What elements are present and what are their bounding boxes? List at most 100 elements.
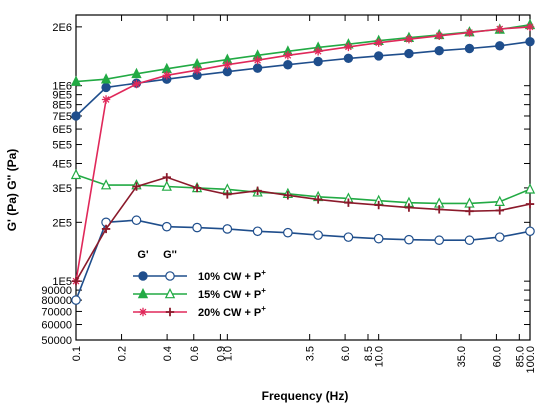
series-4-line (75, 174, 531, 205)
series-layer (70, 18, 536, 305)
series-1-marker (404, 48, 414, 59)
x-tick-label: 0.6 (189, 346, 201, 361)
series-4-marker (70, 168, 82, 180)
series-2-marker (343, 232, 354, 242)
series-6-marker (435, 205, 444, 214)
series-1-marker (373, 51, 384, 61)
series-2-marker (222, 224, 233, 234)
y-tick-label: 90000 (41, 285, 72, 297)
series-6-marker (253, 186, 262, 195)
series-4 (70, 168, 536, 208)
y-tick-label: 1E6 (52, 81, 72, 93)
legend: G' G'' 10% CW + P+ 15% CW + P+ 20% CW + P+ (133, 249, 266, 319)
series-2-marker (404, 234, 414, 245)
series-6-marker (162, 173, 171, 182)
legend-label-superscript: + (261, 286, 266, 295)
series-5-marker (132, 79, 141, 89)
series-5-marker (101, 95, 111, 104)
series-5-marker (465, 28, 474, 37)
x-tick-label: 0.4 (162, 346, 174, 361)
series-2-marker (283, 227, 293, 238)
y-tick-label: 7E5 (52, 111, 72, 123)
series-2-marker (313, 230, 323, 240)
legend-item-3-gprime-marker (138, 307, 148, 317)
series-5-marker (313, 47, 323, 56)
series-2-marker (131, 215, 142, 226)
y-tick-label: 60000 (41, 320, 72, 332)
series-1-marker (464, 43, 475, 54)
legend-item-3-gdoubleprime-marker (165, 307, 175, 317)
series-5-marker (253, 56, 262, 65)
series-1-line (75, 40, 531, 117)
legend-label-superscript: + (261, 304, 266, 313)
series-4-marker (161, 180, 172, 191)
series-4-marker (100, 179, 112, 190)
x-tick-label: 0.1 (71, 346, 83, 361)
series-5-marker (404, 34, 414, 44)
x-tick-label: 100.0 (525, 346, 537, 374)
series-3-marker (131, 67, 142, 79)
series-2-marker (192, 222, 202, 233)
series-5-marker (435, 31, 444, 41)
series-2-marker (252, 226, 263, 237)
y-tick-label: 1E5 (52, 276, 72, 288)
y-tick-label: 6E5 (52, 124, 72, 136)
series-1-marker (283, 60, 293, 70)
series-6-marker (132, 182, 141, 191)
series-6-marker (101, 224, 111, 234)
y-tick-label: 2E5 (52, 217, 72, 229)
y-tick-label: 9E5 (52, 90, 72, 102)
series-2-marker (434, 235, 445, 246)
y-tick-label: 8E5 (52, 100, 72, 112)
series-6-marker (283, 191, 293, 200)
legend-label: 10% CW + P+ (198, 268, 266, 283)
legend-item-1-gdoubleprime-marker (165, 271, 175, 281)
y-tick-label: 5E5 (52, 140, 72, 152)
series-3-marker (100, 73, 112, 84)
series-6-marker (313, 195, 323, 204)
legend-item-1-gprime-marker (138, 271, 148, 281)
series-2-marker (71, 295, 81, 305)
legend-item-2-gprime-marker (137, 287, 149, 299)
series-2 (71, 215, 535, 305)
y-tick-label: 70000 (41, 306, 72, 318)
series-5-marker (192, 66, 202, 75)
x-axis-title: Frequency (Hz) (262, 389, 349, 403)
series-1-marker (101, 82, 111, 93)
legend-header-gprime: G' (137, 249, 149, 261)
x-tick-label: 85.0 (514, 346, 526, 367)
series-4-marker (524, 183, 536, 194)
legend-label: 20% CW + P+ (198, 304, 266, 319)
legend-header-gdoubleprime: G'' (163, 249, 177, 261)
series-2-marker (373, 233, 384, 244)
y-tick-label: 50000 (41, 335, 72, 347)
series-1-marker (252, 63, 263, 73)
x-tick-label: 6.0 (340, 346, 352, 361)
axes: 0.1 0.2 0.4 0.6 0.91.0 3.5 6.0 8.510.0 35.0 60.0 8… (41, 14, 537, 374)
series-6-marker (192, 183, 202, 193)
y-tick-label: 2E6 (52, 22, 72, 34)
series-6-marker (223, 190, 232, 199)
x-tick-label: 35.0 (456, 346, 468, 367)
y-tick-label: 80000 (41, 295, 72, 307)
series-6-marker (525, 199, 535, 209)
series-5 (71, 22, 535, 286)
series-5-marker (283, 51, 293, 60)
x-tick-label: 0.2 (117, 346, 129, 361)
y-tick-label: 4E5 (52, 158, 72, 170)
series-3-marker (70, 75, 82, 86)
series-1-marker (313, 56, 323, 67)
series-2-marker (494, 232, 505, 242)
x-tick-label: 3.5 (305, 346, 317, 361)
x-tick-label: 60.0 (491, 346, 503, 367)
series-6-marker (465, 207, 474, 216)
series-5-marker (495, 24, 504, 34)
series-5-line (75, 26, 531, 282)
series-6 (71, 173, 535, 286)
series-2-line (75, 219, 531, 301)
series-4-marker (494, 195, 505, 206)
series-5-marker (162, 71, 171, 80)
legend-label: 15% CW + P+ (198, 286, 266, 301)
x-tick-label: 8.5 (363, 346, 375, 361)
